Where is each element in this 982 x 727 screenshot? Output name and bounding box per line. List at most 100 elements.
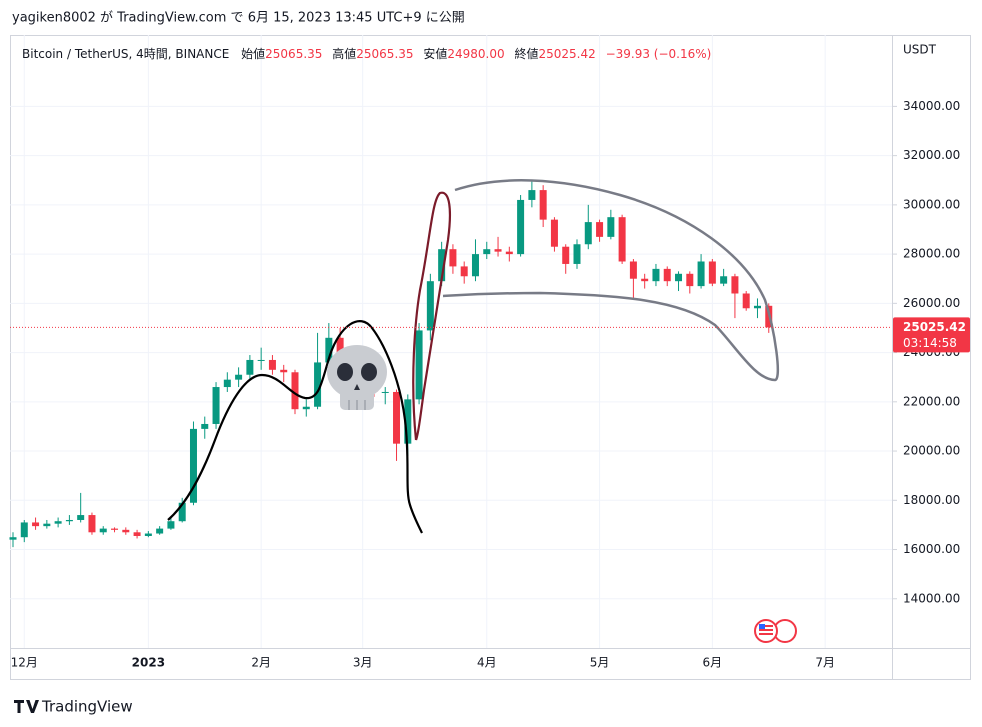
candle-body — [257, 359, 265, 361]
drawings — [167, 179, 797, 643]
last-price-box — [893, 317, 970, 353]
y-tick-label: 22000.00 — [903, 394, 960, 408]
candle-body — [471, 254, 479, 277]
legend-value: 25065.35 — [265, 47, 322, 61]
y-tick-label: 32000.00 — [903, 148, 960, 162]
candle-body — [167, 521, 175, 529]
candle-body — [404, 399, 412, 444]
candle-body — [223, 379, 231, 388]
candle-body — [652, 268, 660, 282]
symbol: Bitcoin / TetherUS, 4時間, BINANCE — [22, 47, 229, 61]
y-tick-label: 28000.00 — [903, 247, 960, 261]
candle-body — [189, 428, 197, 503]
candle-body — [302, 406, 310, 410]
y-tick-label: 16000.00 — [903, 542, 960, 556]
candle-body — [686, 273, 694, 287]
x-tick-label: 2023 — [132, 656, 165, 670]
last-price-label: 25025.42 — [903, 320, 966, 334]
candle-body — [618, 217, 626, 262]
candle-body — [607, 217, 615, 237]
x-tick-label: 7月 — [815, 656, 835, 670]
legend-label: 始値 — [241, 46, 265, 61]
candle-body — [144, 533, 152, 536]
candle-body — [697, 261, 705, 287]
hand-drawn-spike — [412, 191, 451, 441]
x-tick-label: 12月 — [11, 656, 38, 670]
candle-body — [32, 522, 40, 527]
candle-body — [483, 249, 491, 255]
legend-label: 終値 — [514, 46, 538, 61]
candle-body — [77, 515, 85, 520]
candle-body — [438, 249, 446, 282]
candle-body — [43, 523, 51, 527]
candle-body — [178, 502, 186, 522]
candle-body — [381, 391, 389, 393]
candle-body — [88, 515, 96, 533]
x-tick-label: 6月 — [703, 656, 723, 670]
candle-body — [573, 244, 581, 264]
candle-body — [9, 537, 17, 540]
candle-body — [212, 387, 220, 424]
candle-body — [675, 273, 683, 282]
candle-body — [460, 266, 468, 277]
candle-body — [122, 529, 130, 533]
y-tick-label: 14000.00 — [903, 591, 960, 605]
x-tick-label: 3月 — [353, 656, 373, 670]
y-tick-label: 20000.00 — [903, 444, 960, 458]
countdown-label: 03:14:58 — [903, 336, 957, 350]
candle-body — [629, 261, 637, 279]
y-tick-label: 34000.00 — [903, 99, 960, 113]
candle-body — [99, 528, 107, 533]
event-icons — [754, 619, 797, 643]
candle-body — [663, 268, 671, 282]
candle-body — [314, 362, 322, 407]
legend-value: 25025.42 — [538, 47, 595, 61]
candle-body — [494, 249, 502, 252]
hand-drawn-crescent — [442, 179, 780, 382]
skull-emoji — [327, 345, 387, 410]
candle-body — [246, 359, 254, 375]
candle-body — [426, 281, 434, 331]
candle-body — [708, 261, 716, 284]
candle-body — [449, 249, 457, 267]
candle-body — [65, 519, 73, 522]
candle-body — [528, 190, 536, 200]
candle-body — [584, 222, 592, 245]
candle-body — [505, 251, 513, 255]
legend: Bitcoin / TetherUS, 4時間, BINANCE 始値25065… — [22, 46, 711, 61]
candle-body — [291, 372, 299, 410]
candle-body — [280, 369, 288, 373]
x-tick-label: 2月 — [251, 656, 271, 670]
x-tick-label: 5月 — [590, 656, 610, 670]
candle-body — [393, 391, 401, 444]
candle-body — [550, 219, 558, 247]
x-tick-label: 4月 — [477, 656, 497, 670]
candle-body — [111, 528, 119, 530]
currency-label: USDT — [903, 43, 937, 57]
candle-body — [415, 330, 423, 400]
brand: TradingView — [14, 698, 133, 716]
candle-body — [336, 337, 344, 356]
hand-drawn-curve — [167, 320, 423, 534]
legend-label: 安値 — [423, 46, 447, 61]
candle-body — [54, 521, 62, 524]
legend-value: 25065.35 — [356, 47, 413, 61]
candle-body — [742, 293, 750, 309]
candles — [9, 180, 773, 548]
candle-body — [539, 190, 547, 220]
candle-body — [720, 276, 728, 284]
legend-change: −39.93 (−0.16%) — [606, 47, 712, 61]
candle-body — [268, 359, 276, 370]
brand-name: TradingView — [41, 698, 133, 716]
candle-body — [20, 522, 28, 538]
legend-value: 24980.00 — [447, 47, 504, 61]
y-tick-label: 26000.00 — [903, 296, 960, 310]
candle-body — [562, 246, 570, 264]
candle-body — [517, 199, 525, 255]
candle-body — [731, 276, 739, 294]
y-tick-label: 30000.00 — [903, 197, 960, 211]
candle-body — [235, 374, 243, 380]
legend-label: 高値 — [332, 46, 356, 61]
